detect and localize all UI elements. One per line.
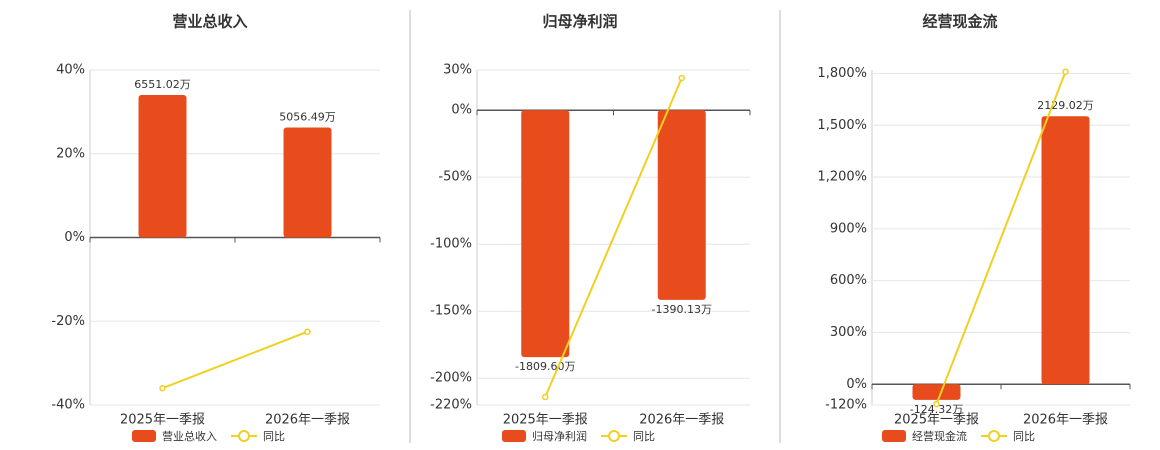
legend-label: 归母净利润 xyxy=(532,429,587,443)
legend-swatch xyxy=(238,430,250,442)
line-point xyxy=(933,400,940,408)
data-label: 5056.49万 xyxy=(279,111,336,124)
data-label: -1390.13万 xyxy=(652,303,712,316)
line-point xyxy=(159,385,166,392)
y-tick-label: 600% xyxy=(830,273,867,288)
y-tick-label: 300% xyxy=(830,325,867,340)
bar xyxy=(1041,116,1090,385)
line-point xyxy=(678,74,685,82)
y-tick-label: -120% xyxy=(825,398,867,413)
chart-title: 归母净利润 xyxy=(542,13,617,31)
data-label: 6551.02万 xyxy=(134,78,191,91)
line xyxy=(544,77,683,398)
legend-swatch xyxy=(502,430,526,442)
x-tick-label: 2026年一季报 xyxy=(639,413,724,428)
y-tick-label: 900% xyxy=(830,221,867,236)
y-tick-label: -100% xyxy=(430,237,472,252)
bar xyxy=(283,127,332,238)
line xyxy=(935,71,1067,405)
y-tick-label: -20% xyxy=(51,314,85,329)
legend-swatch xyxy=(988,430,1000,442)
chart-title: 经营现金流 xyxy=(922,13,997,31)
legend-label: 同比 xyxy=(1013,430,1035,443)
bar xyxy=(657,110,706,300)
line xyxy=(162,330,308,390)
legend-label: 经营现金流 xyxy=(912,429,967,443)
bar xyxy=(521,110,570,358)
y-tick-label: 40% xyxy=(56,63,85,78)
y-tick-label: -50% xyxy=(438,170,472,185)
x-tick-label: 2026年一季报 xyxy=(265,413,350,428)
y-tick-label: 0% xyxy=(451,103,472,118)
y-tick-label: -40% xyxy=(51,398,85,413)
y-tick-label: 0% xyxy=(64,230,85,245)
bar xyxy=(912,384,961,400)
y-tick-label: -150% xyxy=(430,304,472,319)
y-tick-label: 1,800% xyxy=(817,66,867,81)
line-point xyxy=(304,328,311,335)
y-tick-label: -200% xyxy=(430,371,472,386)
x-tick-label: 2025年一季报 xyxy=(120,413,205,428)
legend-label: 同比 xyxy=(633,430,655,443)
y-tick-label: 30% xyxy=(443,63,472,78)
line-point xyxy=(542,393,549,401)
x-tick-label: 2025年一季报 xyxy=(894,413,979,428)
data-label: 2129.02万 xyxy=(1037,99,1094,112)
x-tick-label: 2025年一季报 xyxy=(503,413,588,428)
line-point xyxy=(1062,68,1069,75)
y-tick-label: 1,200% xyxy=(817,170,867,185)
chart-title: 营业总收入 xyxy=(172,13,247,31)
legend-swatch xyxy=(608,430,620,442)
x-tick-label: 2026年一季报 xyxy=(1023,413,1108,428)
legend-swatch xyxy=(132,430,156,442)
legend-label: 营业总收入 xyxy=(162,429,217,443)
y-tick-label: 20% xyxy=(56,146,85,161)
legend-swatch xyxy=(882,430,906,442)
y-tick-label: 0% xyxy=(846,377,867,392)
y-tick-label: 1,500% xyxy=(817,118,867,133)
bar xyxy=(138,94,187,238)
legend-label: 同比 xyxy=(263,430,285,443)
y-tick-label: -220% xyxy=(430,398,472,413)
data-label: -124.32万 xyxy=(910,403,963,416)
data-label: -1809.60万 xyxy=(515,360,575,373)
